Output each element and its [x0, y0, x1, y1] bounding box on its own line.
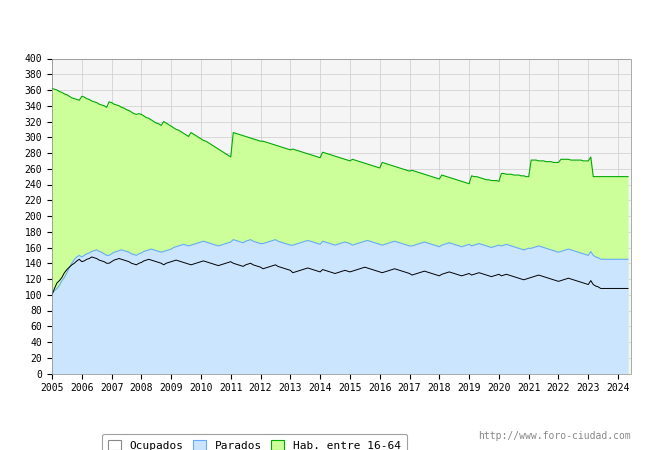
Text: Arredondo - Evolucion de la poblacion en edad de Trabajar Mayo de 2024: Arredondo - Evolucion de la poblacion en…: [32, 18, 618, 32]
Text: http://www.foro-ciudad.com: http://www.foro-ciudad.com: [478, 431, 630, 441]
Legend: Ocupados, Parados, Hab. entre 16-64: Ocupados, Parados, Hab. entre 16-64: [102, 434, 407, 450]
